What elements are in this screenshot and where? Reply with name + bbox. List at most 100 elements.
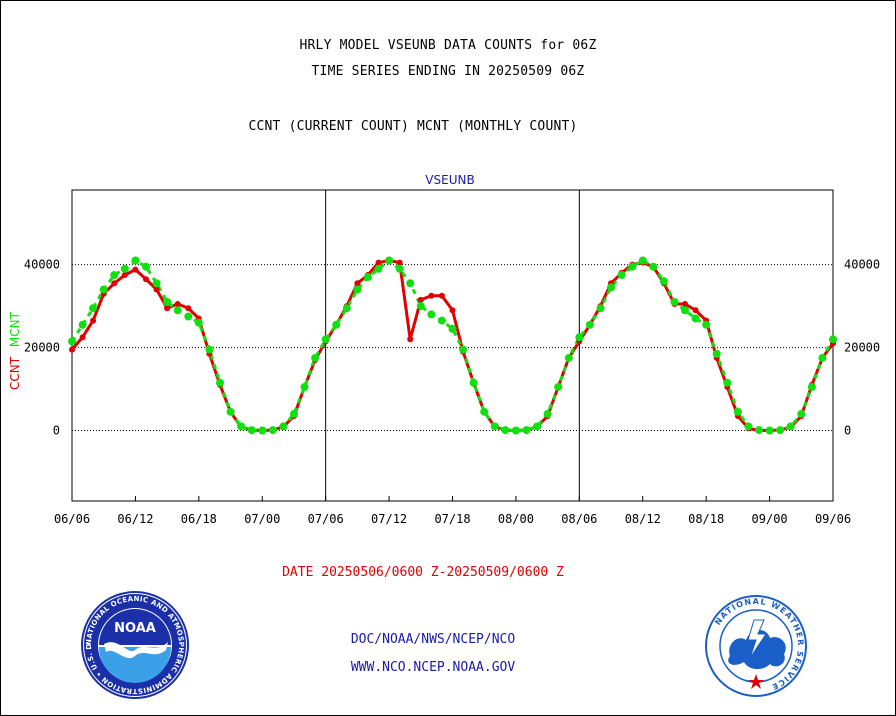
y-axis-label: CCNT MCNT bbox=[8, 311, 22, 390]
data-point-mcnt bbox=[194, 318, 203, 327]
data-point-ccnt bbox=[449, 307, 456, 314]
x-tick-label: 06/06 bbox=[54, 512, 90, 526]
data-point-mcnt bbox=[723, 378, 732, 387]
data-point-ccnt bbox=[396, 259, 403, 266]
data-point-mcnt bbox=[216, 378, 224, 387]
noaa-logo-text: NOAA bbox=[114, 621, 156, 636]
data-point-mcnt bbox=[78, 320, 87, 329]
data-point-mcnt bbox=[99, 285, 108, 294]
data-point-mcnt bbox=[89, 304, 98, 313]
y-axis-label-ccnt: CCNT bbox=[8, 356, 22, 390]
data-point-mcnt bbox=[628, 262, 637, 271]
data-point-mcnt bbox=[786, 422, 795, 431]
data-point-mcnt bbox=[184, 312, 193, 321]
data-point-mcnt bbox=[681, 306, 689, 315]
data-point-mcnt bbox=[68, 337, 76, 346]
y-axis-label-mcnt: MCNT bbox=[8, 311, 22, 347]
x-tick-label: 06/12 bbox=[117, 512, 153, 526]
y-tick-label-left: 20000 bbox=[24, 341, 60, 355]
data-point-mcnt bbox=[480, 407, 489, 416]
chart-subtitle: TIME SERIES ENDING IN 20250509 06Z bbox=[311, 64, 585, 79]
data-point-mcnt bbox=[543, 409, 552, 418]
data-point-mcnt bbox=[564, 353, 573, 362]
data-point-mcnt bbox=[427, 310, 436, 319]
credit-organization: DOC/NOAA/NWS/NCEP/NCO bbox=[350, 632, 516, 647]
data-point-mcnt bbox=[448, 324, 457, 333]
data-point-ccnt bbox=[354, 280, 361, 287]
data-point-mcnt bbox=[385, 256, 394, 265]
series-description: CCNT (CURRENT COUNT) MCNT (MONTHLY COUNT… bbox=[248, 119, 578, 134]
date-range: DATE 20250506/0600 Z-20250509/0600 Z bbox=[282, 565, 564, 580]
x-tick-label: 08/06 bbox=[561, 512, 597, 526]
data-point-mcnt bbox=[522, 426, 531, 435]
noaa-logo: NATIONAL OCEANIC AND ATMOSPHERIC ADMINIS… bbox=[80, 590, 189, 699]
y-tick-label-left: 0 bbox=[53, 424, 60, 438]
x-tick-label: 08/00 bbox=[498, 512, 534, 526]
data-point-mcnt bbox=[152, 279, 161, 288]
data-point-mcnt bbox=[311, 353, 320, 362]
data-point-mcnt bbox=[575, 333, 584, 342]
data-point-ccnt bbox=[692, 307, 699, 314]
data-point-mcnt bbox=[755, 426, 763, 435]
data-point-mcnt bbox=[776, 426, 785, 435]
data-point-mcnt bbox=[131, 256, 140, 265]
data-point-mcnt bbox=[533, 422, 542, 431]
data-point-mcnt bbox=[617, 271, 626, 279]
data-point-mcnt bbox=[829, 335, 837, 344]
data-point-mcnt bbox=[712, 349, 721, 358]
data-point-ccnt bbox=[111, 280, 118, 287]
data-point-mcnt bbox=[237, 422, 246, 431]
data-point-mcnt bbox=[226, 407, 235, 416]
x-tick-label: 07/06 bbox=[308, 512, 344, 526]
data-point-ccnt bbox=[185, 305, 192, 312]
data-point-ccnt bbox=[121, 272, 128, 278]
data-point-ccnt bbox=[407, 336, 414, 343]
data-point-mcnt bbox=[353, 285, 362, 294]
y-tick-label-right: 0 bbox=[844, 424, 851, 438]
data-point-mcnt bbox=[490, 422, 499, 431]
data-point-mcnt bbox=[110, 271, 119, 279]
data-point-mcnt bbox=[416, 302, 425, 311]
series-line-ccnt bbox=[70, 259, 835, 432]
data-point-ccnt bbox=[90, 317, 97, 324]
data-point-mcnt bbox=[702, 320, 711, 329]
data-point-mcnt bbox=[638, 256, 647, 265]
data-point-mcnt bbox=[363, 273, 372, 282]
data-point-mcnt bbox=[765, 426, 774, 435]
data-point-mcnt bbox=[607, 283, 615, 292]
data-point-mcnt bbox=[511, 426, 520, 435]
data-point-mcnt bbox=[205, 345, 214, 354]
data-point-mcnt bbox=[279, 422, 288, 431]
chart-title: HRLY MODEL VSEUNB DATA COUNTS for 06Z bbox=[299, 38, 597, 53]
x-tick-label: 09/06 bbox=[815, 512, 851, 526]
x-tick-label: 07/12 bbox=[371, 512, 407, 526]
data-point-ccnt bbox=[375, 259, 382, 266]
series-line-mcnt bbox=[70, 259, 835, 432]
y-tick-label-right: 40000 bbox=[844, 258, 880, 272]
data-point-ccnt bbox=[69, 346, 75, 353]
x-tick-label: 07/00 bbox=[244, 512, 280, 526]
data-point-ccnt bbox=[438, 292, 445, 299]
data-point-mcnt bbox=[670, 298, 679, 306]
data-point-mcnt bbox=[268, 426, 277, 435]
data-point-mcnt bbox=[459, 345, 468, 354]
data-point-mcnt bbox=[173, 306, 182, 315]
data-point-mcnt bbox=[649, 262, 658, 271]
data-point-ccnt bbox=[174, 301, 181, 307]
data-point-ccnt bbox=[153, 286, 160, 293]
x-tick-label: 06/18 bbox=[181, 512, 217, 526]
data-point-mcnt bbox=[321, 335, 330, 344]
data-point-ccnt bbox=[682, 301, 688, 307]
data-point-mcnt bbox=[374, 264, 383, 273]
data-point-mcnt bbox=[469, 378, 478, 387]
x-tick-label: 08/18 bbox=[688, 512, 724, 526]
y-tick-label-left: 40000 bbox=[24, 258, 60, 272]
x-tick-label: 08/12 bbox=[625, 512, 661, 526]
data-point-mcnt bbox=[332, 320, 341, 329]
data-point-mcnt bbox=[163, 298, 172, 306]
data-point-mcnt bbox=[659, 277, 668, 286]
data-point-mcnt bbox=[554, 383, 563, 391]
x-tick-label: 09/00 bbox=[752, 512, 788, 526]
data-point-ccnt bbox=[79, 334, 86, 341]
